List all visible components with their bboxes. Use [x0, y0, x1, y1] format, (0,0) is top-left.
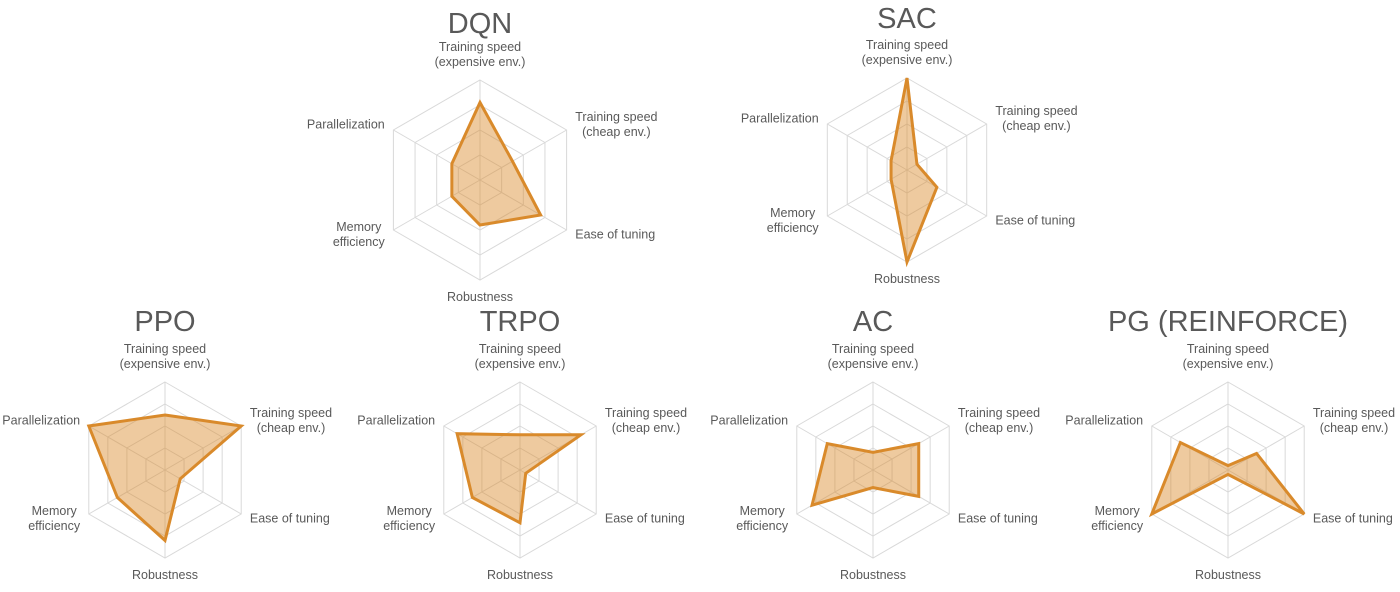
- spoke: [164, 469, 242, 515]
- data-area: [455, 432, 586, 526]
- axis-label: Training speed (expensive env.): [1182, 342, 1274, 371]
- axis-label: Robustness: [486, 568, 554, 582]
- spoke: [827, 123, 908, 171]
- spoke: [906, 169, 987, 217]
- axis-label: Parallelization: [740, 111, 819, 126]
- axis-label: Memory efficiency: [1091, 504, 1144, 533]
- axis-label: Ease of tuning: [604, 511, 685, 526]
- spoke: [872, 425, 950, 471]
- axis-label: Training speed (expensive env.): [119, 342, 211, 371]
- spoke: [827, 169, 908, 217]
- axis-label: Memory efficiency: [766, 206, 819, 235]
- axis-label: Training speed (cheap env.): [957, 406, 1041, 435]
- spoke: [796, 425, 874, 471]
- axis-label: Training speed (cheap env.): [249, 406, 333, 435]
- axis-label: Parallelization: [710, 413, 789, 428]
- spoke: [1227, 425, 1305, 471]
- axis-label: Training speed (cheap env.): [575, 110, 658, 139]
- spoke: [164, 425, 242, 471]
- axis-label: Training speed (cheap env.): [1312, 406, 1396, 435]
- axis-label: Memory efficiency: [383, 504, 436, 533]
- axis-label: Memory efficiency: [332, 220, 385, 249]
- axis-label: Robustness: [873, 272, 941, 286]
- data-area: [889, 77, 939, 268]
- axis-label: Training speed (expensive env.): [827, 342, 919, 371]
- spoke: [479, 179, 567, 231]
- axis-label: Training speed (cheap env.): [604, 406, 688, 435]
- spoke: [393, 129, 481, 181]
- data-area: [86, 413, 245, 544]
- data-area: [809, 441, 921, 508]
- axis-label: Memory efficiency: [28, 504, 81, 533]
- spoke: [479, 129, 567, 181]
- chart-title: PG (REINFORCE): [1107, 306, 1349, 338]
- axis-label: Training speed (cheap env.): [995, 104, 1078, 133]
- axis-label: Robustness: [839, 568, 907, 582]
- axis-label: Training speed (expensive env.): [861, 38, 953, 67]
- axis-label: Robustness: [1194, 568, 1262, 582]
- data-area: [450, 99, 543, 227]
- spoke: [88, 469, 166, 515]
- axis-label: Ease of tuning: [995, 213, 1076, 228]
- axis-label: Ease of tuning: [957, 511, 1038, 526]
- chart-title: SAC: [877, 3, 937, 35]
- spoke: [393, 179, 481, 231]
- chart-title: PPO: [134, 306, 196, 338]
- axis-label: Memory efficiency: [736, 504, 789, 533]
- axis-label: Parallelization: [306, 117, 385, 132]
- data-area: [1148, 440, 1306, 518]
- spoke: [443, 469, 521, 515]
- axis-label: Parallelization: [2, 413, 81, 428]
- chart-title: DQN: [447, 8, 513, 40]
- spoke: [519, 469, 597, 515]
- spoke: [906, 123, 987, 171]
- axis-label: Robustness: [446, 290, 514, 304]
- spoke: [88, 425, 166, 471]
- axis-label: Training speed (expensive env.): [474, 342, 566, 371]
- chart-title: TRPO: [479, 306, 561, 338]
- chart-title: AC: [852, 306, 894, 338]
- spoke: [796, 469, 874, 515]
- axis-label: Robustness: [131, 568, 199, 582]
- axis-label: Parallelization: [357, 413, 436, 428]
- axis-label: Ease of tuning: [575, 227, 656, 242]
- spoke: [872, 469, 950, 515]
- axis-label: Ease of tuning: [1312, 511, 1393, 526]
- axis-label: Parallelization: [1065, 413, 1144, 428]
- axis-label: Training speed (expensive env.): [434, 40, 526, 69]
- axis-label: Ease of tuning: [249, 511, 330, 526]
